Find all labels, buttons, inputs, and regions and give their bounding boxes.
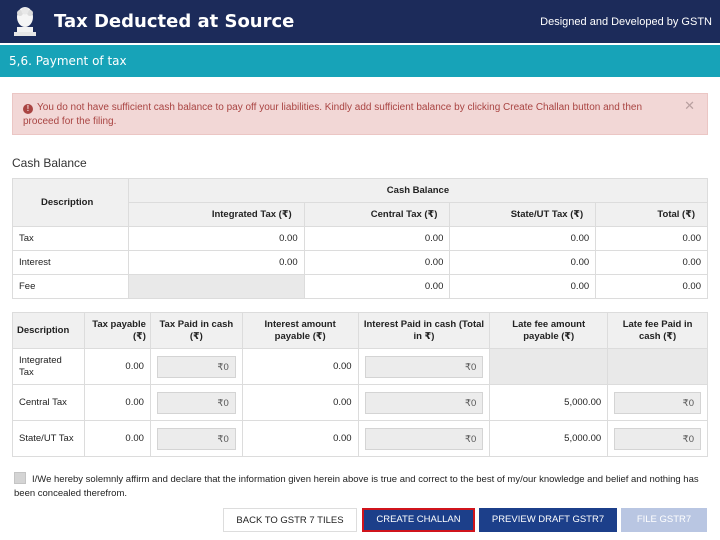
column-header-interest-paid-cash: Interest Paid in cash (Total in ₹) <box>357 312 491 349</box>
close-icon[interactable]: ✕ <box>684 98 695 113</box>
tax-paid-cash-input[interactable]: ₹0 <box>156 427 236 450</box>
alert-message: You do not have sufficient cash balance … <box>23 102 643 127</box>
cell-value: 0.00 <box>127 226 305 251</box>
cell-value-disabled <box>127 274 305 299</box>
cell-value: 0.00 <box>127 250 305 275</box>
column-header-central-tax: Central Tax (₹) <box>303 202 451 227</box>
tax-payable-value: 0.00 <box>83 384 151 421</box>
cell-value: 0.00 <box>595 250 708 275</box>
row-label: State/UT Tax <box>12 420 85 457</box>
row-label: Central Tax <box>12 384 85 421</box>
app-header: Tax Deducted at Source Designed and Deve… <box>0 0 720 43</box>
error-icon: ! <box>23 104 33 114</box>
create-challan-button[interactable]: CREATE CHALLAN <box>362 508 475 532</box>
column-header-late-fee-payable: Late fee amount payable (₹) <box>489 312 609 349</box>
table-row: Integrated Tax 0.00 ₹0 0.00 ₹0 <box>12 348 708 385</box>
column-header-interest-payable: Interest amount payable (₹) <box>241 312 359 349</box>
row-label: Integrated Tax <box>12 348 85 385</box>
cell-value: 0.00 <box>303 250 451 275</box>
cash-balance-table: Description Cash Balance Integrated Tax … <box>12 178 709 299</box>
column-header-state-ut-tax: State/UT Tax (₹) <box>449 202 597 227</box>
column-header-tax-paid-cash: Tax Paid in cash (₹) <box>149 312 243 349</box>
cell-value: 0.00 <box>595 226 708 251</box>
developer-credit: Designed and Developed by GSTN <box>540 16 712 28</box>
cell-value: 0.00 <box>303 274 451 299</box>
late-fee-payable-disabled <box>489 348 609 385</box>
declaration-checkbox[interactable] <box>14 472 26 484</box>
tax-paid-cash-input[interactable]: ₹0 <box>156 391 236 414</box>
app-title: Tax Deducted at Source <box>54 11 295 32</box>
late-fee-paid-cash-input[interactable]: ₹0 <box>614 427 701 450</box>
table-row: Fee 0.00 0.00 0.00 <box>12 274 708 299</box>
interest-paid-cash-input[interactable]: ₹0 <box>364 427 484 450</box>
column-header-late-fee-paid-cash: Late fee Paid in cash (₹) <box>607 312 708 349</box>
national-emblem-icon <box>14 7 36 36</box>
late-fee-payable-value: 5,000.00 <box>489 420 609 457</box>
tax-payable-value: 0.00 <box>83 348 151 385</box>
declaration-text: I/We hereby solemnly affirm and declare … <box>14 474 699 499</box>
table-row: Interest 0.00 0.00 0.00 0.00 <box>12 250 708 275</box>
table-row: State/UT Tax 0.00 ₹0 0.00 ₹0 5,000.00 ₹0 <box>12 420 708 457</box>
preview-draft-button[interactable]: PREVIEW DRAFT GSTR7 <box>479 508 617 532</box>
late-fee-paid-disabled <box>607 348 708 385</box>
cash-balance-heading: Cash Balance <box>12 156 87 170</box>
interest-paid-cash-input[interactable]: ₹0 <box>364 355 484 378</box>
column-header-description: Description <box>12 178 129 227</box>
tax-payable-value: 0.00 <box>83 420 151 457</box>
file-gstr7-button[interactable]: FILE GSTR7 <box>621 508 707 532</box>
interest-payable-value: 0.00 <box>241 384 359 421</box>
interest-payable-value: 0.00 <box>241 420 359 457</box>
insufficient-balance-alert: ! You do not have sufficient cash balance… <box>12 93 708 135</box>
declaration: I/We hereby solemnly affirm and declare … <box>14 472 704 501</box>
cell-value: 0.00 <box>595 274 708 299</box>
interest-paid-cash-input[interactable]: ₹0 <box>364 391 484 414</box>
tax-paid-cash-input[interactable]: ₹0 <box>156 355 236 378</box>
column-header-tax-payable: Tax payable (₹) <box>83 312 151 349</box>
section-title: 5,6. Payment of tax <box>9 54 127 68</box>
row-label: Fee <box>12 274 129 299</box>
row-label: Tax <box>12 226 129 251</box>
column-header-total: Total (₹) <box>595 202 708 227</box>
cell-value: 0.00 <box>449 274 597 299</box>
section-bar: 5,6. Payment of tax <box>0 45 720 77</box>
late-fee-payable-value: 5,000.00 <box>489 384 609 421</box>
interest-payable-value: 0.00 <box>241 348 359 385</box>
row-label: Interest <box>12 250 129 275</box>
payment-table: Description Tax payable (₹) Tax Paid in … <box>12 312 708 457</box>
column-header-integrated-tax: Integrated Tax (₹) <box>127 202 305 227</box>
cell-value: 0.00 <box>303 226 451 251</box>
table-row: Central Tax 0.00 ₹0 0.00 ₹0 5,000.00 ₹0 <box>12 384 708 421</box>
cell-value: 0.00 <box>449 226 597 251</box>
table-row: Tax 0.00 0.00 0.00 0.00 <box>12 226 708 251</box>
column-header-description: Description <box>12 312 85 349</box>
cell-value: 0.00 <box>449 250 597 275</box>
late-fee-paid-cash-input[interactable]: ₹0 <box>614 391 701 414</box>
back-to-tiles-button[interactable]: BACK TO GSTR 7 TILES <box>223 508 357 532</box>
column-header-cash-balance: Cash Balance <box>127 178 709 203</box>
